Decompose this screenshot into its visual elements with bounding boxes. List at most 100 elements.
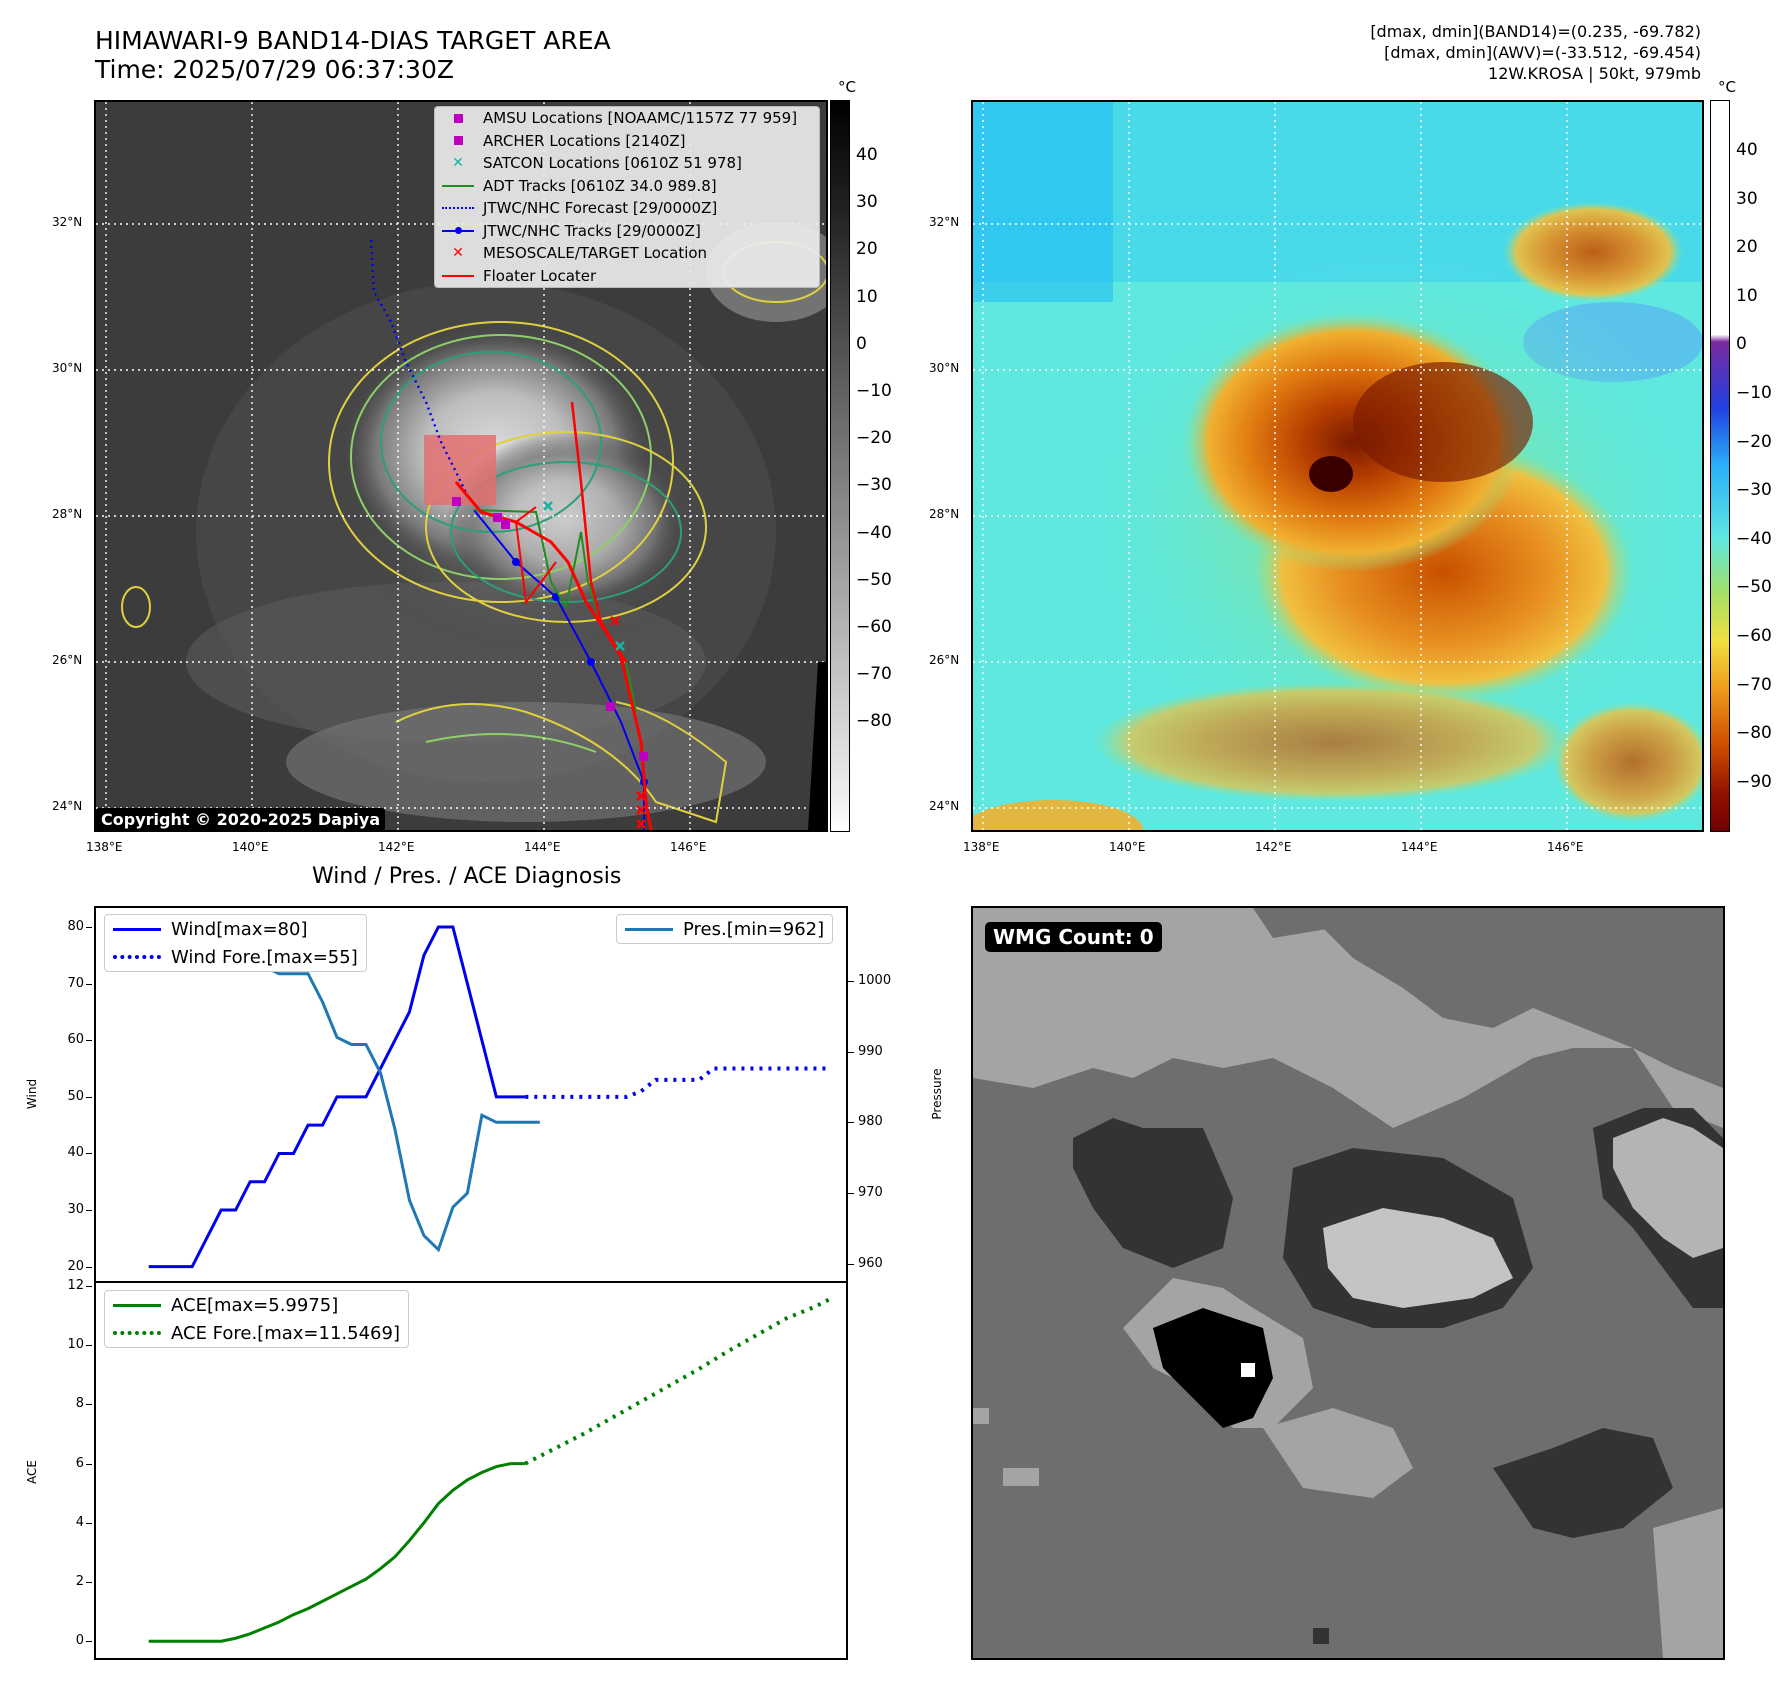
blue-line-dot-icon (441, 227, 475, 235)
ace-tick-label: 0 (75, 1633, 84, 1649)
figure-title-line1: HIMAWARI-9 BAND14-DIAS TARGET AREA (95, 26, 611, 55)
ir-colorbar (830, 100, 850, 832)
legend-item-mesoscale: ✕ MESOSCALE/TARGET Location (435, 242, 819, 265)
tick-mark (86, 1040, 92, 1042)
wmg-canvas (973, 908, 1723, 1658)
wind-axis-label: Wind (25, 1078, 39, 1110)
info-line1: [dmax, dmin](BAND14)=(0.235, -69.782) (1370, 22, 1701, 41)
info-line2: [dmax, dmin](AWV)=(-33.512, -69.454) (1384, 43, 1701, 62)
ir-colorbar-tick-label: −60 (856, 617, 892, 637)
ir-colorbar-tick-label: −10 (856, 381, 892, 401)
lat-label: 28°N (52, 507, 83, 521)
tick-mark (86, 1582, 92, 1583)
wind-tick-label: 30 (67, 1202, 84, 1218)
green-line-icon (441, 184, 475, 187)
info-line3: 12W.KROSA | 50kt, 979mb (1488, 64, 1701, 83)
tick-mark (86, 1153, 92, 1155)
tick-mark (86, 1096, 92, 1098)
ace-tick-label: 2 (75, 1574, 84, 1589)
color-colorbar-tick-label: −40 (1736, 528, 1772, 549)
tick-mark (86, 1463, 92, 1465)
legend-item-jtwc-tracks: JTWC/NHC Tracks [29/0000Z] (435, 220, 819, 243)
ir-colorbar-tick-label: 30 (856, 192, 878, 213)
tick-mark (86, 1522, 92, 1524)
tick-mark (86, 1345, 92, 1347)
red-x-marker-icon: ✕ (452, 245, 464, 262)
legend-item-wind: Wind[max=80] (105, 915, 366, 943)
pressure-tick-label: 960 (858, 1255, 883, 1271)
figure-title-line2: Time: 2025/07/29 06:37:30Z (95, 55, 454, 84)
lon-label: 142°E (1255, 840, 1292, 854)
red-line-icon (441, 274, 475, 277)
legend-label: Wind[max=80] (171, 918, 308, 940)
ace-forecast-series-line (524, 1297, 831, 1466)
legend-item-adt: ADT Tracks [0610Z 34.0 989.8] (435, 175, 819, 198)
color-colorbar-tick-label: 20 (1736, 237, 1758, 258)
lon-label: 140°E (232, 840, 269, 854)
wmg-panel: WMG Count: 0 (971, 906, 1725, 1660)
tick-mark (848, 1193, 854, 1195)
lat-label: 32°N (929, 215, 960, 229)
lat-label: 26°N (929, 653, 960, 667)
legend-label: SATCON Locations [0610Z 51 978] (483, 154, 742, 173)
tick-mark (848, 1122, 854, 1124)
blue-dotted-line-icon (113, 955, 161, 959)
color-colorbar-tick-label: 40 (1736, 140, 1758, 160)
steelblue-line-icon (625, 927, 673, 931)
color-colorbar-tick-label: −60 (1736, 626, 1772, 646)
pressure-tick-label: 1000 (858, 972, 892, 988)
wind-tick-label: 70 (67, 975, 84, 991)
legend-item-ace-fore: ACE Fore.[max=11.5469] (105, 1319, 408, 1347)
color-colorbar-tick-label: 0 (1736, 334, 1747, 355)
lat-label: 24°N (52, 799, 83, 813)
tick-mark (848, 980, 854, 982)
green-line-icon (113, 1303, 161, 1307)
ace-legend: ACE[max=5.9975] ACE Fore.[max=11.5469] (104, 1290, 409, 1348)
legend-item-archer: ARCHER Locations [2140Z] (435, 130, 819, 153)
tick-mark (86, 1286, 92, 1287)
ir-colorbar-tick-label: −80 (856, 711, 892, 732)
legend-label: Wind Fore.[max=55] (171, 946, 358, 968)
color-colorbar-tick-label: −50 (1736, 577, 1772, 598)
ace-axis-label: ACE (25, 1460, 39, 1484)
color-colorbar-tick-label: 30 (1736, 188, 1758, 209)
color-colorbar-tick-label: −20 (1736, 431, 1772, 452)
ir-colorbar-tick-label: −20 (856, 428, 892, 449)
green-dotted-line-icon (113, 1331, 161, 1335)
lon-label: 142°E (378, 840, 415, 854)
legend-label: Pres.[min=962] (683, 918, 825, 940)
legend-label: ACE[max=5.9975] (171, 1294, 339, 1316)
color-colorbar-tick-label: −70 (1736, 674, 1772, 695)
color-colorbar-tick-label: −30 (1736, 480, 1772, 501)
legend-item-pres: Pres.[min=962] (617, 915, 832, 943)
ace-tick-label: 4 (75, 1514, 84, 1530)
color-colorbar-tick-label: −10 (1736, 383, 1772, 403)
legend-item-floater: Floater Locater (435, 265, 819, 288)
wind-tick-label: 20 (67, 1258, 84, 1274)
blue-line-icon (113, 927, 161, 931)
legend-label: ADT Tracks [0610Z 34.0 989.8] (483, 176, 717, 195)
ir-map-panel: AMSU Locations [NOAAMC/1157Z 77 959] ARC… (94, 100, 828, 832)
legend-item-wind-fore: Wind Fore.[max=55] (105, 943, 366, 971)
color-map-panel (971, 100, 1704, 832)
lat-label: 30°N (52, 361, 83, 375)
wind-series-line (148, 925, 526, 1269)
tick-mark (86, 1266, 92, 1268)
ir-colorbar-tick-label: 0 (856, 333, 867, 354)
pressure-legend: Pres.[min=962] (616, 914, 834, 944)
ir-colorbar-tick-label: 40 (856, 145, 878, 165)
tick-mark (86, 1210, 92, 1212)
legend-label: AMSU Locations [NOAAMC/1157Z 77 959] (483, 109, 798, 128)
magenta-square-marker-icon (441, 136, 475, 146)
legend-label: MESOSCALE/TARGET Location (483, 244, 708, 263)
lat-label: 32°N (52, 215, 83, 229)
diagnosis-plot (148, 922, 831, 1643)
legend-label: ARCHER Locations [2140Z] (483, 131, 686, 150)
ir-map-legend: AMSU Locations [NOAAMC/1157Z 77 959] ARC… (434, 106, 820, 288)
ir-colorbar-tick-label: 20 (856, 239, 878, 260)
pressure-tick-label: 980 (858, 1114, 883, 1130)
tick-mark (848, 1263, 854, 1265)
ace-tick-label: 6 (75, 1455, 84, 1471)
lon-label: 138°E (86, 840, 123, 854)
wind-tick-label: 60 (67, 1032, 84, 1048)
